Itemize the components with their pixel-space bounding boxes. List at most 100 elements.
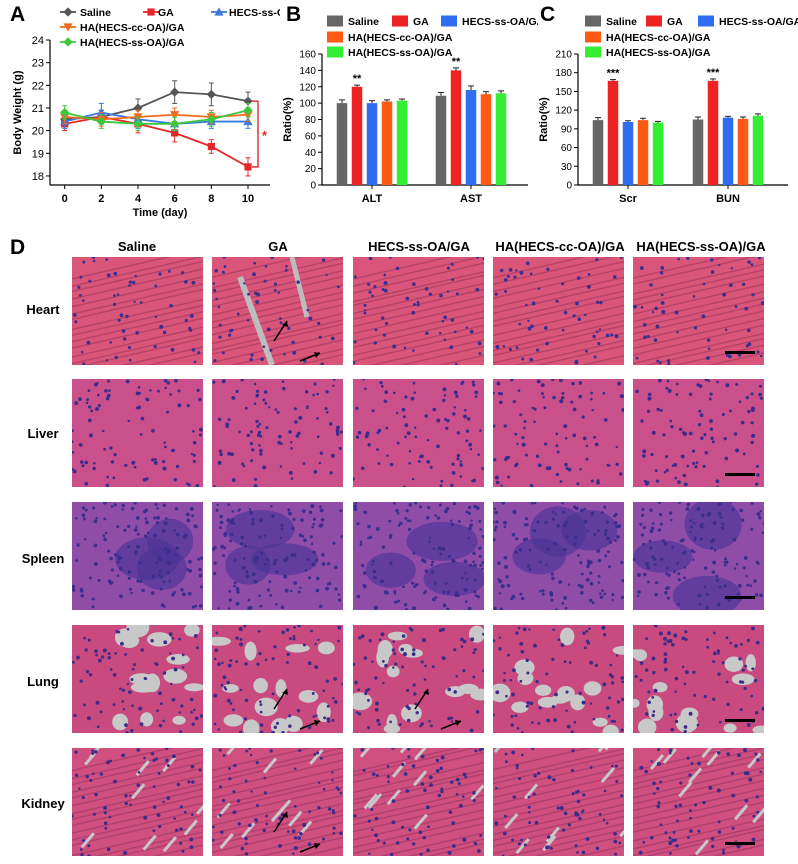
nucleus <box>731 826 735 830</box>
nucleus <box>639 522 643 526</box>
nucleus <box>545 341 549 346</box>
y-axis-label: Body Weight (g) <box>12 70 24 154</box>
nucleus <box>495 344 500 349</box>
nucleus <box>621 680 624 684</box>
nucleus <box>572 407 577 412</box>
nucleus <box>416 303 420 307</box>
legend-label: Saline <box>348 16 379 28</box>
nucleus <box>106 847 111 852</box>
nucleus <box>275 570 279 574</box>
nucleus <box>80 594 84 598</box>
nucleus <box>661 539 666 543</box>
nucleus <box>95 407 99 411</box>
nucleus <box>125 731 129 733</box>
nucleus <box>419 724 422 728</box>
nucleus <box>663 642 667 646</box>
nucleus <box>175 546 180 550</box>
nucleus <box>103 502 107 505</box>
nucleus <box>197 557 201 561</box>
nucleus <box>400 647 405 652</box>
nucleus <box>597 574 601 578</box>
nucleus <box>479 563 483 567</box>
nucleus <box>514 464 518 468</box>
nucleus <box>240 462 244 466</box>
nucleus <box>429 783 433 787</box>
nucleus <box>663 667 668 672</box>
nucleus <box>199 714 203 718</box>
nucleus <box>525 522 529 527</box>
nucleus <box>689 816 692 820</box>
nucleus <box>472 478 477 483</box>
nucleus <box>376 431 380 435</box>
nucleus <box>688 392 693 396</box>
nucleus <box>412 381 416 385</box>
fiber-streak <box>72 326 203 358</box>
col-header-saline: Saline <box>117 239 157 254</box>
nucleus <box>476 595 480 599</box>
nucleus <box>671 642 675 647</box>
nucleus <box>591 408 594 412</box>
nucleus <box>574 359 579 364</box>
nucleus <box>529 484 534 487</box>
alveolus <box>646 695 664 714</box>
nucleus <box>244 852 249 856</box>
fiber-streak <box>633 303 764 335</box>
nucleus <box>218 813 222 817</box>
nucleus <box>528 821 532 825</box>
nucleus <box>426 438 430 442</box>
pointer-arrowhead <box>314 720 320 726</box>
nucleus <box>613 839 618 844</box>
histology-image-lung-2 <box>212 625 343 733</box>
nucleus <box>168 652 172 655</box>
nucleus <box>231 396 236 400</box>
nucleus <box>107 379 111 383</box>
nucleus <box>242 556 246 560</box>
nucleus <box>575 301 580 306</box>
fiber-streak <box>633 810 764 842</box>
nucleus <box>331 808 335 812</box>
nucleus <box>307 842 312 846</box>
nucleus <box>663 636 667 641</box>
nucleus <box>599 300 603 305</box>
nucleus <box>508 347 513 352</box>
nucleus <box>397 512 400 515</box>
nucleus <box>374 701 379 706</box>
nucleus <box>477 341 482 346</box>
nucleus <box>370 807 374 811</box>
nucleus <box>467 606 472 610</box>
nucleus <box>273 725 277 729</box>
nucleus <box>80 350 84 354</box>
nucleus <box>576 799 581 804</box>
nucleus <box>582 436 587 441</box>
nucleus <box>307 725 312 730</box>
nucleus <box>736 844 741 849</box>
nucleus <box>134 274 138 278</box>
nucleus <box>446 290 450 293</box>
nucleus <box>407 706 411 711</box>
nucleus <box>588 627 591 630</box>
nucleus <box>604 529 608 533</box>
nucleus <box>724 328 728 332</box>
nucleus <box>362 768 366 772</box>
nucleus <box>581 850 586 855</box>
nucleus <box>640 533 645 537</box>
nucleus <box>668 841 673 846</box>
nucleus <box>428 540 431 544</box>
white-pulp <box>225 545 271 585</box>
nucleus <box>586 641 591 645</box>
nucleus <box>231 509 235 513</box>
fiber-streak <box>633 773 764 805</box>
nucleus <box>280 523 284 527</box>
legend-swatch <box>441 15 457 27</box>
nucleus <box>665 455 669 459</box>
nucleus <box>658 631 663 636</box>
nucleus <box>666 566 669 570</box>
nucleus <box>255 761 259 765</box>
nucleus <box>362 571 367 575</box>
nucleus <box>166 764 170 768</box>
bar <box>366 103 378 185</box>
tubule-lumen <box>619 829 624 838</box>
nucleus <box>420 782 425 786</box>
alveolus <box>612 645 624 655</box>
nucleus <box>85 774 89 779</box>
